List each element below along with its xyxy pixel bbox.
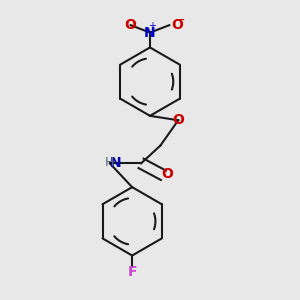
Text: O: O (171, 18, 183, 32)
Text: N: N (144, 26, 156, 40)
Text: F: F (128, 265, 137, 279)
Text: N: N (110, 156, 121, 170)
Text: O: O (172, 113, 184, 127)
Text: H: H (104, 156, 114, 169)
Text: O: O (161, 167, 173, 181)
Text: O: O (125, 18, 136, 32)
Text: −: − (175, 14, 185, 27)
Text: +: + (148, 21, 156, 31)
